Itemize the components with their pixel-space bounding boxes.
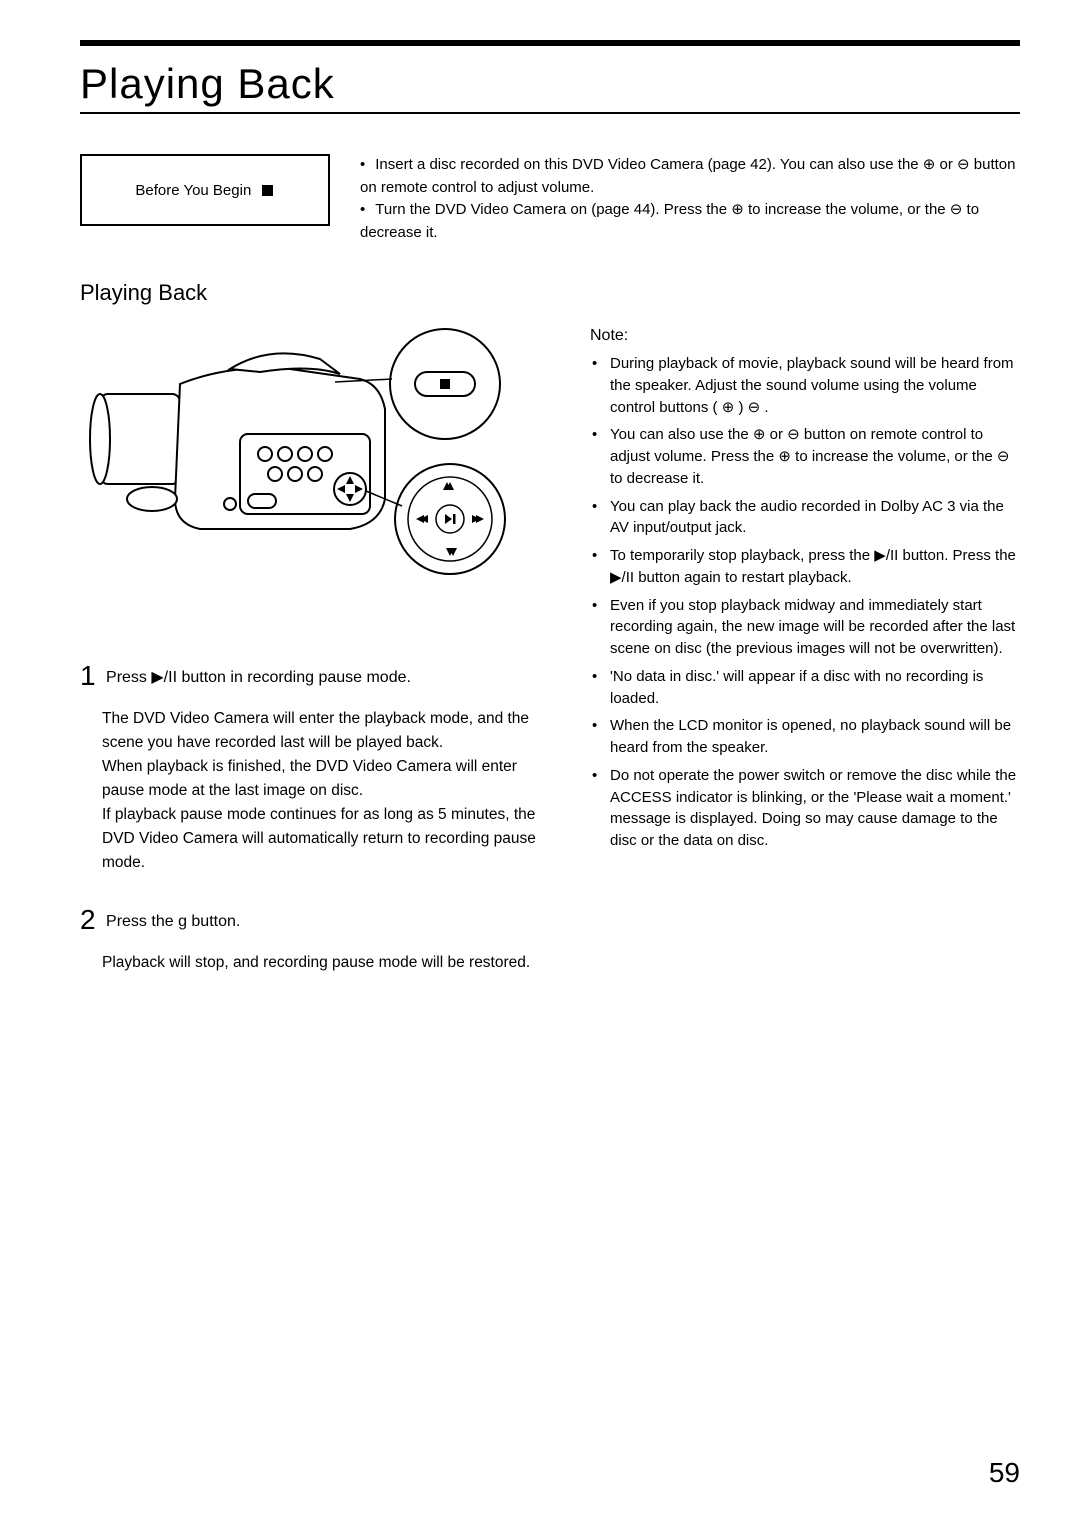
step-lead: Press ▶/II button in recording pause mod… [106,669,411,686]
step-body: Playback will stop, and recording pause … [102,951,560,975]
before-you-begin-box: Before You Begin [80,154,330,226]
note-item: 'No data in disc.' will appear if a disc… [590,666,1020,710]
note-item: Even if you stop playback midway and imm… [590,595,1020,660]
camera-diagram [80,324,520,624]
page-title: Playing Back [80,60,1020,108]
intro-bullets: Insert a disc recorded on this DVD Video… [360,154,1020,244]
callout-dpad [366,464,505,574]
intro-row: Before You Begin Insert a disc recorded … [80,154,1020,244]
note-item: You can also use the ⊕ or ⊖ button on re… [590,424,1020,489]
note-item: Do not operate the power switch or remov… [590,765,1020,852]
right-column: Note: During playback of movie, playback… [590,324,1020,997]
sub-heading: Playing Back [80,280,1020,306]
top-rule [80,40,1020,46]
intro-bullet: Insert a disc recorded on this DVD Video… [360,154,1020,199]
title-underline [80,112,1020,114]
step-number: 2 [80,904,96,935]
step: 2 Press the g button. Playback will stop… [80,898,560,975]
left-column: 1 Press ▶/II button in recording pause m… [80,324,560,997]
stop-icon [262,185,273,196]
content-row: 1 Press ▶/II button in recording pause m… [80,324,1020,997]
step-body: The DVD Video Camera will enter the play… [102,707,560,875]
step-lead: Press the g button. [106,913,240,930]
note-item: When the LCD monitor is opened, no playb… [590,715,1020,759]
camera-svg [80,324,520,624]
step: 1 Press ▶/II button in recording pause m… [80,654,560,876]
intro-bullet: Turn the DVD Video Camera on (page 44). … [360,199,1020,244]
note-item: You can play back the audio recorded in … [590,496,1020,540]
note-list: During playback of movie, playback sound… [590,353,1020,852]
step-number: 1 [80,660,96,691]
page-number: 59 [989,1457,1020,1489]
note-item: To temporarily stop playback, press the … [590,545,1020,589]
note-heading: Note: [590,324,1020,347]
before-box-text: Before You Begin [135,182,251,199]
page: Playing Back Before You Begin Insert a d… [0,0,1080,1529]
note-item: During playback of movie, playback sound… [590,353,1020,418]
